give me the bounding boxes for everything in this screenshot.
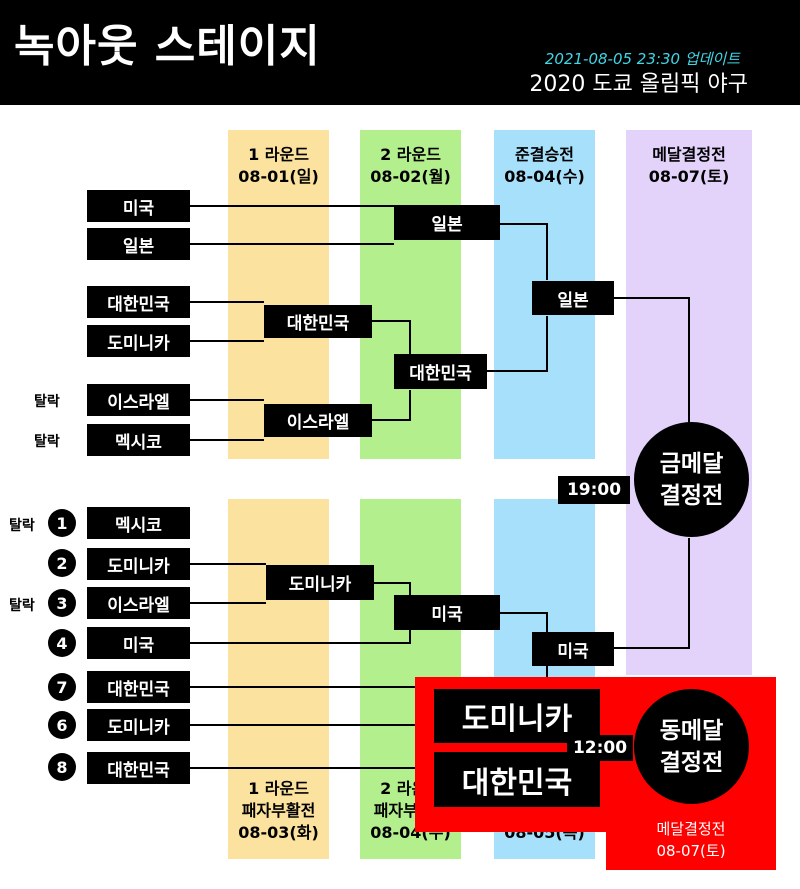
bronze-medal-circle: 동메달 결정전 (634, 689, 749, 804)
winner-box: 미국 (394, 595, 500, 630)
team-box: 일본 (87, 228, 190, 260)
team-box: 도미니카 (87, 325, 190, 357)
seed-badge: 7 (48, 673, 76, 701)
winner-box: 이스라엘 (264, 404, 372, 437)
team-box: 대한민국 (87, 752, 190, 784)
team-box: 멕시코 (87, 507, 190, 539)
winner-box: 도미니카 (266, 565, 374, 600)
bronze-label-line1: 동메달 (659, 717, 724, 744)
gold-time: 19:00 (558, 476, 630, 504)
team-box: 대한민국 (87, 286, 190, 318)
winner-box: 미국 (532, 632, 614, 666)
team-box: 이스라엘 (87, 587, 190, 619)
eliminated-label: 탈락 (9, 518, 35, 534)
bronze-caption: 메달결정전 08-07(토) (606, 818, 776, 862)
seed-badge: 1 (48, 509, 76, 537)
column-header-line1: 메달결정전 (652, 145, 726, 164)
bronze-caption-line1: 메달결정전 (656, 820, 726, 838)
seed-badge: 2 (48, 549, 76, 577)
team-box: 이스라엘 (87, 384, 190, 416)
gold-label-line1: 금메달 (659, 450, 724, 477)
page-title: 녹아웃 스테이지 (14, 21, 321, 72)
winner-box: 일본 (532, 281, 614, 315)
team-box: 도미니카 (87, 548, 190, 580)
team-box: 미국 (87, 190, 190, 222)
gold-label-line2: 결정전 (659, 482, 724, 509)
column-header-line2: 08-01(일) (238, 167, 319, 186)
eliminated-label: 탈락 (34, 394, 60, 410)
winner-box: 대한민국 (264, 305, 372, 338)
team-box: 대한민국 (87, 671, 190, 703)
bronze-caption-line2: 08-07(토) (656, 842, 726, 860)
update-timestamp: 2021-08-05 23:30 업데이트 (544, 50, 740, 68)
team-box: 미국 (87, 627, 190, 659)
column-footer-line2: 패자부활전 (241, 801, 316, 820)
bronze-time: 12:00 (567, 735, 633, 761)
bronze-label-line2: 결정전 (659, 749, 724, 776)
column-header-medal: 메달결정전 08-07(토) (626, 144, 752, 188)
column-header-line2: 08-04(수) (504, 167, 585, 186)
seed-badge: 3 (48, 589, 76, 617)
bronze-team-box: 대한민국 (434, 752, 600, 807)
seed-badge: 8 (48, 753, 76, 781)
seed-badge: 6 (48, 711, 76, 739)
column-header-line1: 2 라운드 (380, 145, 441, 164)
column-header-round1: 1 라운드 08-01(일) (228, 144, 329, 188)
header-bar (0, 0, 800, 105)
column-header-semifinal: 준결승전 08-04(수) (494, 144, 595, 188)
column-header-round2: 2 라운드 08-02(월) (360, 144, 461, 188)
team-box: 도미니카 (87, 709, 190, 741)
bronze-team-box: 도미니카 (434, 689, 600, 743)
column-header-line2: 08-07(토) (648, 167, 730, 186)
team-box: 멕시코 (87, 424, 190, 456)
eliminated-label: 탈락 (9, 598, 35, 614)
column-repechage1 (228, 499, 329, 859)
winner-box: 일본 (394, 205, 500, 240)
page-subtitle: 2020 도쿄 올림픽 야구 (529, 72, 748, 97)
column-footer-repechage1: 1 라운드 패자부활전 08-03(화) (228, 778, 329, 844)
eliminated-label: 탈락 (34, 434, 60, 450)
seed-badge: 4 (48, 629, 76, 657)
winner-box: 대한민국 (394, 354, 487, 389)
column-header-line1: 준결승전 (515, 145, 574, 164)
column-header-line1: 1 라운드 (248, 145, 309, 164)
column-footer-line3: 08-03(화) (238, 823, 319, 842)
column-footer-line1: 1 라운드 (248, 779, 309, 798)
column-header-line2: 08-02(월) (370, 167, 451, 186)
gold-medal-circle: 금메달 결정전 (634, 422, 749, 537)
